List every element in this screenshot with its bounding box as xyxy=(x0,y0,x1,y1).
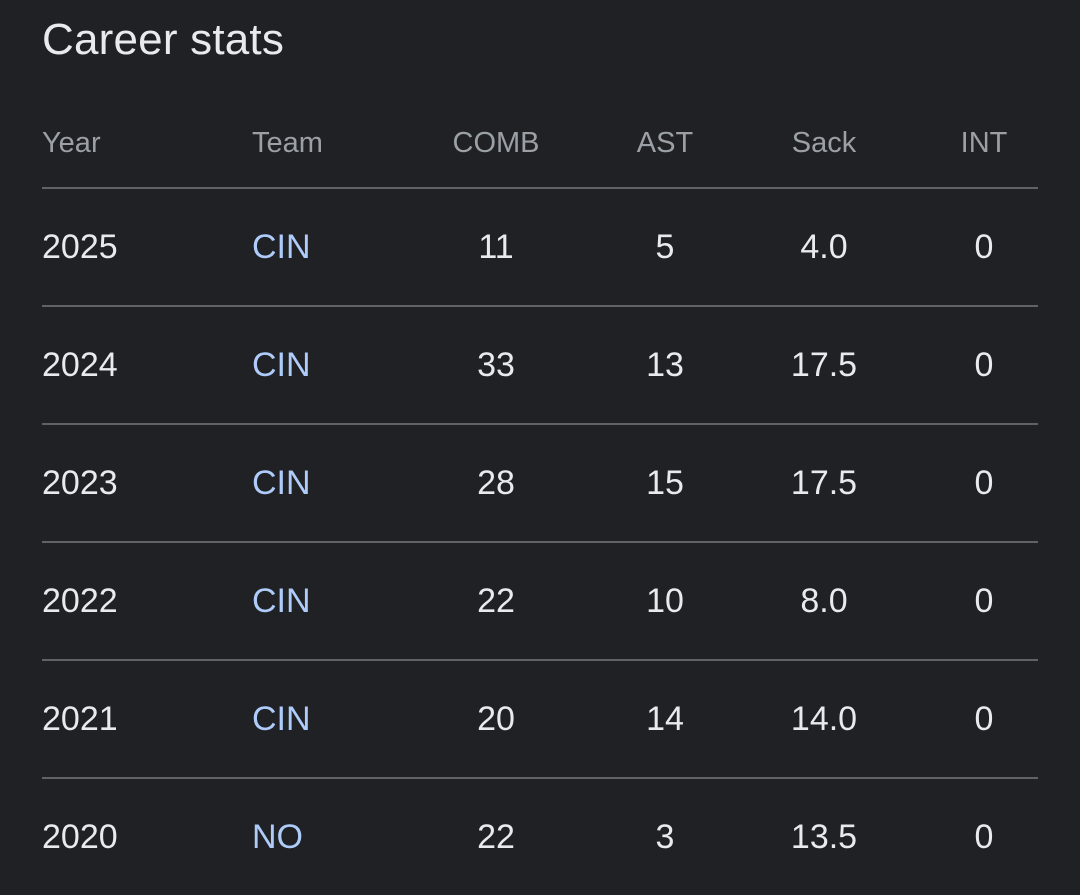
table-row: 2022 CIN 22 10 8.0 0 xyxy=(42,543,1038,661)
cell-int: 0 xyxy=(974,699,994,738)
header-year: Year xyxy=(42,127,101,159)
table-row: 2025 CIN 11 5 4.0 0 xyxy=(42,189,1038,307)
cell-year: 2021 xyxy=(42,699,118,738)
cell-comb: 11 xyxy=(478,227,514,266)
table-row: 2021 CIN 20 14 14.0 0 xyxy=(42,661,1038,779)
table-row: 2024 CIN 33 13 17.5 0 xyxy=(42,307,1038,425)
career-stats-table: Year Team COMB AST Sack INT 2025 CIN 11 … xyxy=(42,100,1038,895)
cell-year: 2022 xyxy=(42,581,118,620)
cell-ast: 10 xyxy=(646,581,684,620)
cell-int: 0 xyxy=(974,463,994,502)
cell-year: 2020 xyxy=(42,817,118,856)
cell-year: 2024 xyxy=(42,345,118,384)
cell-int: 0 xyxy=(974,581,994,620)
header-comb: COMB xyxy=(452,127,540,159)
cell-comb: 20 xyxy=(477,699,515,738)
team-link[interactable]: NO xyxy=(252,817,303,856)
table-header-row: Year Team COMB AST Sack INT xyxy=(42,100,1038,189)
cell-sack: 4.0 xyxy=(800,227,848,266)
header-sack: Sack xyxy=(791,127,857,159)
cell-comb: 22 xyxy=(477,817,515,856)
cell-comb: 33 xyxy=(477,345,515,384)
team-link[interactable]: CIN xyxy=(252,463,311,502)
team-link[interactable]: CIN xyxy=(252,345,311,384)
cell-comb: 28 xyxy=(477,463,515,502)
page-title: Career stats xyxy=(42,15,285,64)
cell-year: 2025 xyxy=(42,227,118,266)
cell-sack: 14.0 xyxy=(790,699,858,738)
cell-sack: 17.5 xyxy=(790,463,858,502)
cell-sack: 8.0 xyxy=(800,581,848,620)
cell-ast: 5 xyxy=(655,227,675,266)
cell-year: 2023 xyxy=(42,463,118,502)
team-link[interactable]: CIN xyxy=(252,581,311,620)
header-team: Team xyxy=(252,127,323,159)
cell-sack: 13.5 xyxy=(790,817,858,856)
cell-ast: 13 xyxy=(646,345,684,384)
team-link[interactable]: CIN xyxy=(252,227,311,266)
table-row: 2020 NO 22 3 13.5 0 xyxy=(42,779,1038,895)
cell-comb: 22 xyxy=(477,581,515,620)
cell-int: 0 xyxy=(974,817,994,856)
cell-int: 0 xyxy=(974,227,994,266)
cell-ast: 3 xyxy=(655,817,675,856)
header-ast: AST xyxy=(636,127,694,159)
cell-ast: 14 xyxy=(646,699,684,738)
cell-int: 0 xyxy=(974,345,994,384)
cell-sack: 17.5 xyxy=(790,345,858,384)
table-row: 2023 CIN 28 15 17.5 0 xyxy=(42,425,1038,543)
team-link[interactable]: CIN xyxy=(252,699,311,738)
cell-ast: 15 xyxy=(646,463,684,502)
header-int: INT xyxy=(960,127,1008,159)
